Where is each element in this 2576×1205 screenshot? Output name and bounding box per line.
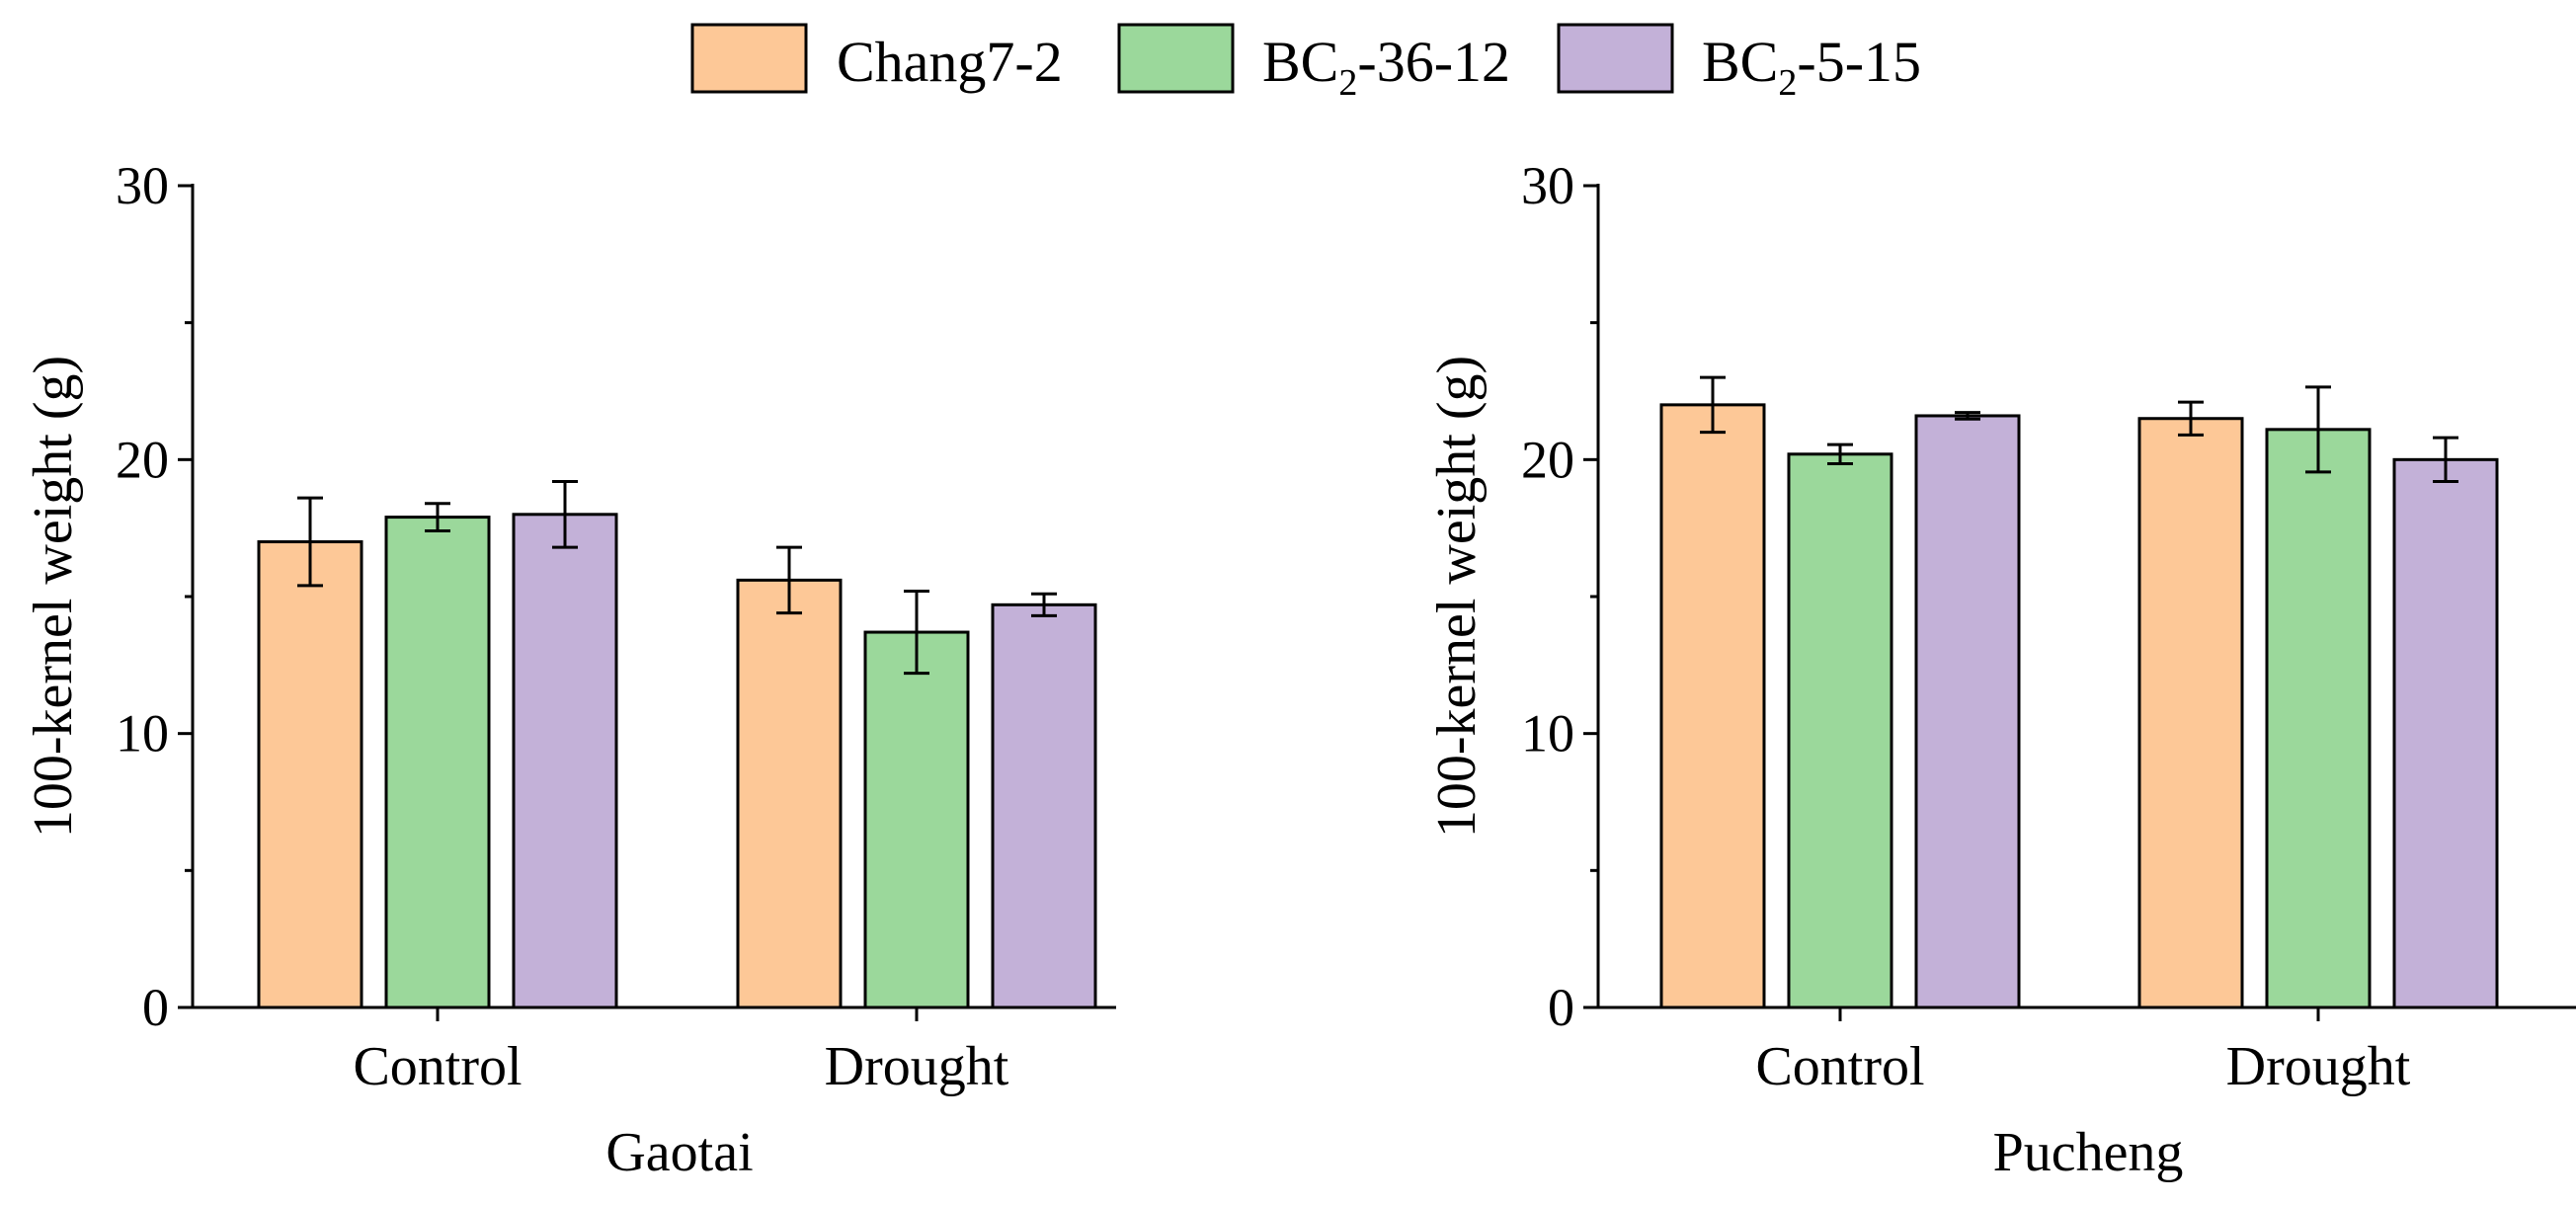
x-tick-label-gaotai-control: Control (353, 1036, 522, 1097)
bar-gaotai-drought-bc2-36-12 (863, 630, 970, 1009)
legend-swatch-chang7-2 (690, 23, 808, 94)
error-bar-pucheng-drought-bc2-36-12 (2305, 385, 2331, 474)
bar-gaotai-drought-bc2-5-15 (991, 602, 1097, 1009)
legend-swatch-bc2-5-15 (1557, 23, 1674, 94)
y-axis-title-gaotai: 100-kernel weight (g) (23, 356, 84, 838)
x-tick-label-pucheng-control: Control (1755, 1036, 1924, 1097)
legend-label-bc2-36-12: BC2-36-12 (1262, 30, 1510, 104)
legend-label-chang7-2: Chang7-2 (837, 30, 1063, 94)
legend-label-bc2-5-15-sub: 2 (1778, 62, 1797, 104)
chart-panel-gaotai: 0 10 20 30 Control Drought 100-kernel weight (… (23, 156, 1116, 1183)
bar-pucheng-drought-bc2-5-15 (2392, 457, 2499, 1009)
x-tick-label-pucheng-drought: Drought (2226, 1036, 2411, 1097)
legend-label-bc2-5-15-rest: -5-15 (1797, 30, 1921, 94)
y-axis-title-pucheng: 100-kernel weight (g) (1426, 356, 1488, 838)
panel-title-gaotai: Gaotai (605, 1122, 753, 1183)
bar-gaotai-control-bc2-36-12 (384, 516, 491, 1009)
y-tick-label-gaotai-30: 30 (116, 156, 169, 215)
error-bar-pucheng-drought-bc2-5-15 (2433, 436, 2458, 484)
chart-panel-pucheng: 0 10 20 30 Control Drought 100-kernel weight (… (1426, 156, 2576, 1183)
error-bar-gaotai-control-bc2-36-12 (425, 502, 450, 532)
bar-pucheng-control-chang7-2 (1659, 403, 1766, 1009)
legend-item-bc2-36-12: BC2-36-12 (1117, 23, 1510, 104)
error-bar-pucheng-drought-chang7-2 (2178, 400, 2204, 437)
legend-swatch-bc2-36-12 (1117, 23, 1235, 94)
legend-label-bc2-36-12-main: BC (1262, 30, 1338, 94)
error-bar-gaotai-drought-bc2-36-12 (904, 589, 929, 676)
bar-pucheng-drought-bc2-36-12 (2265, 428, 2372, 1009)
error-bar-gaotai-drought-chang7-2 (776, 545, 802, 615)
bar-pucheng-control-bc2-36-12 (1787, 452, 1893, 1009)
legend-label-bc2-36-12-rest: -36-12 (1357, 30, 1510, 94)
legend-item-bc2-5-15: BC2-5-15 (1557, 23, 1921, 104)
x-tick-label-gaotai-drought: Drought (825, 1036, 1009, 1097)
error-bar-gaotai-drought-bc2-5-15 (1031, 592, 1057, 617)
legend-label-bc2-36-12-sub: 2 (1338, 62, 1357, 104)
bar-pucheng-drought-chang7-2 (2137, 417, 2244, 1009)
error-bar-gaotai-control-bc2-5-15 (552, 480, 578, 549)
legend-item-chang7-2: Chang7-2 (690, 23, 1063, 94)
y-tick-label-gaotai-20: 20 (116, 430, 169, 489)
panel-title-pucheng: Pucheng (1993, 1122, 2184, 1183)
bar-pucheng-control-bc2-5-15 (1914, 414, 2021, 1009)
error-bar-pucheng-control-bc2-5-15 (1955, 411, 1980, 421)
legend: Chang7-2 BC2-36-12 BC2-5-15 (690, 23, 1921, 104)
y-tick-label-pucheng-10: 10 (1521, 704, 1574, 763)
y-tick-label-pucheng-20: 20 (1521, 430, 1574, 489)
bar-gaotai-control-bc2-5-15 (512, 513, 618, 1009)
y-tick-label-pucheng-0: 0 (1548, 978, 1574, 1037)
bar-gaotai-control-chang7-2 (257, 540, 363, 1009)
legend-label-bc2-5-15-main: BC (1702, 30, 1778, 94)
error-bar-pucheng-control-chang7-2 (1700, 375, 1726, 435)
y-tick-label-pucheng-30: 30 (1521, 156, 1574, 215)
error-bar-pucheng-control-bc2-36-12 (1827, 442, 1853, 465)
y-tick-label-gaotai-0: 0 (142, 978, 169, 1037)
bar-gaotai-drought-chang7-2 (736, 578, 843, 1009)
error-bar-gaotai-control-chang7-2 (297, 496, 323, 588)
y-tick-label-gaotai-10: 10 (116, 704, 169, 763)
legend-label-bc2-5-15: BC2-5-15 (1702, 30, 1921, 104)
